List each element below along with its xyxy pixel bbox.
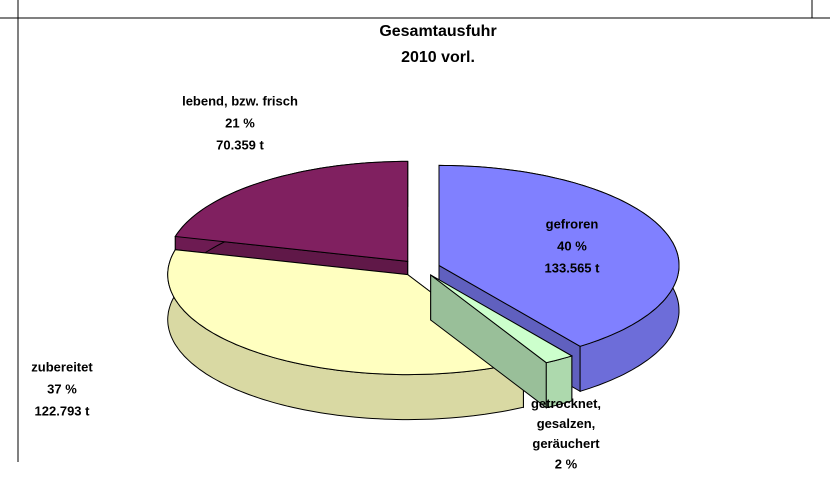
value-label: 40 % [557, 238, 587, 253]
slice-label: lebend, bzw. frisch [182, 93, 298, 108]
slice-label: zubereitet [31, 359, 93, 374]
amount-label: 122.793 t [35, 403, 91, 418]
slice-top [167, 249, 525, 376]
value-label: 2 % [555, 456, 578, 471]
slice-top [438, 164, 680, 347]
chart-subtitle: 2010 vorl. [401, 49, 475, 66]
value-label: 21 % [225, 115, 255, 130]
pie-slice [167, 247, 525, 421]
slice-label: gefroren [546, 216, 599, 231]
value-label: 37 % [47, 381, 77, 396]
slice-top [430, 274, 574, 364]
slice-label-line: getrocknet, [531, 396, 601, 411]
slice-label-line: geräuchert [532, 436, 600, 451]
chart-title: Gesamtausfuhr [379, 23, 496, 40]
slice-label-line: gesalzen, [537, 416, 596, 431]
slice-label: getrocknet, gesalzen, geräuchert [531, 396, 601, 451]
pie-slice [430, 273, 574, 409]
slice-top [174, 160, 409, 262]
amount-label: 133.565 t [545, 260, 601, 275]
amount-label: 70.359 t [216, 137, 264, 152]
